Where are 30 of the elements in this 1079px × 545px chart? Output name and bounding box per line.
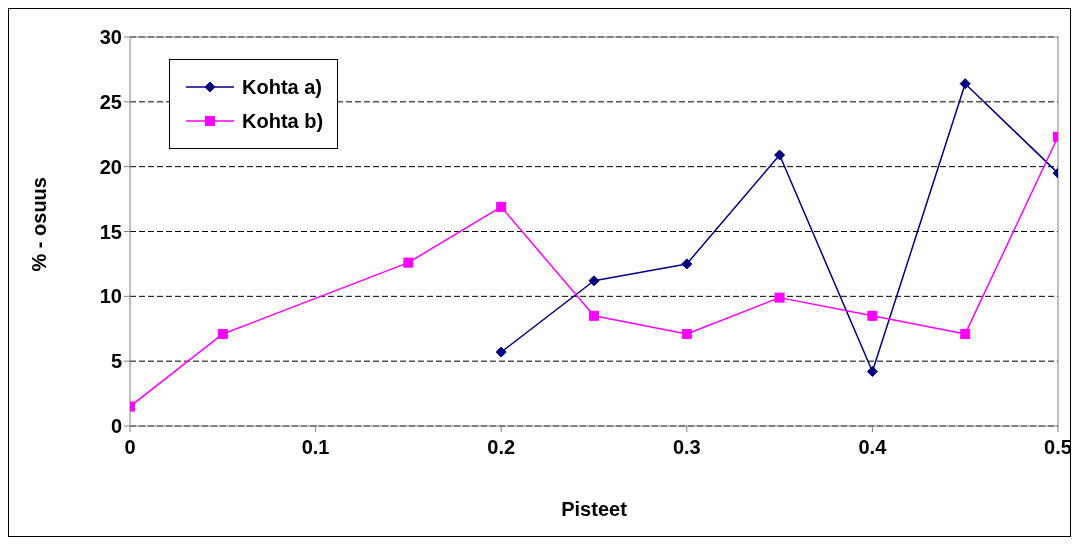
point [495,346,507,358]
y-tick-label: 10 [99,285,122,308]
point [959,78,971,90]
x-tick-label: 0 [124,436,136,459]
y-tick-label: 15 [99,220,122,243]
legend-label: Kohta a) [242,75,322,99]
x-tick-label: 0.4 [858,436,888,459]
y-tick-label: 5 [110,350,122,373]
point [681,328,692,339]
point [960,328,971,339]
point [589,310,599,321]
point [496,201,507,212]
point [866,366,878,378]
point [867,310,878,321]
y-tick-label: 0 [110,415,122,438]
x-axis-title: Pisteet [561,498,628,520]
point [774,149,786,161]
point [403,257,414,268]
y-tick-label: 30 [99,26,122,49]
point [217,328,228,339]
x-tick-label: 0.3 [672,436,701,459]
point [774,292,785,303]
legend-label: Kohta b) [242,109,324,133]
y-tick-label: 25 [99,90,122,113]
y-tick-label: 20 [99,155,122,178]
point [588,275,600,287]
x-tick-label: 0.2 [487,436,516,459]
point [681,258,693,270]
x-tick-label: 0.1 [301,436,330,459]
y-axis-title: % - osuus [28,177,51,272]
